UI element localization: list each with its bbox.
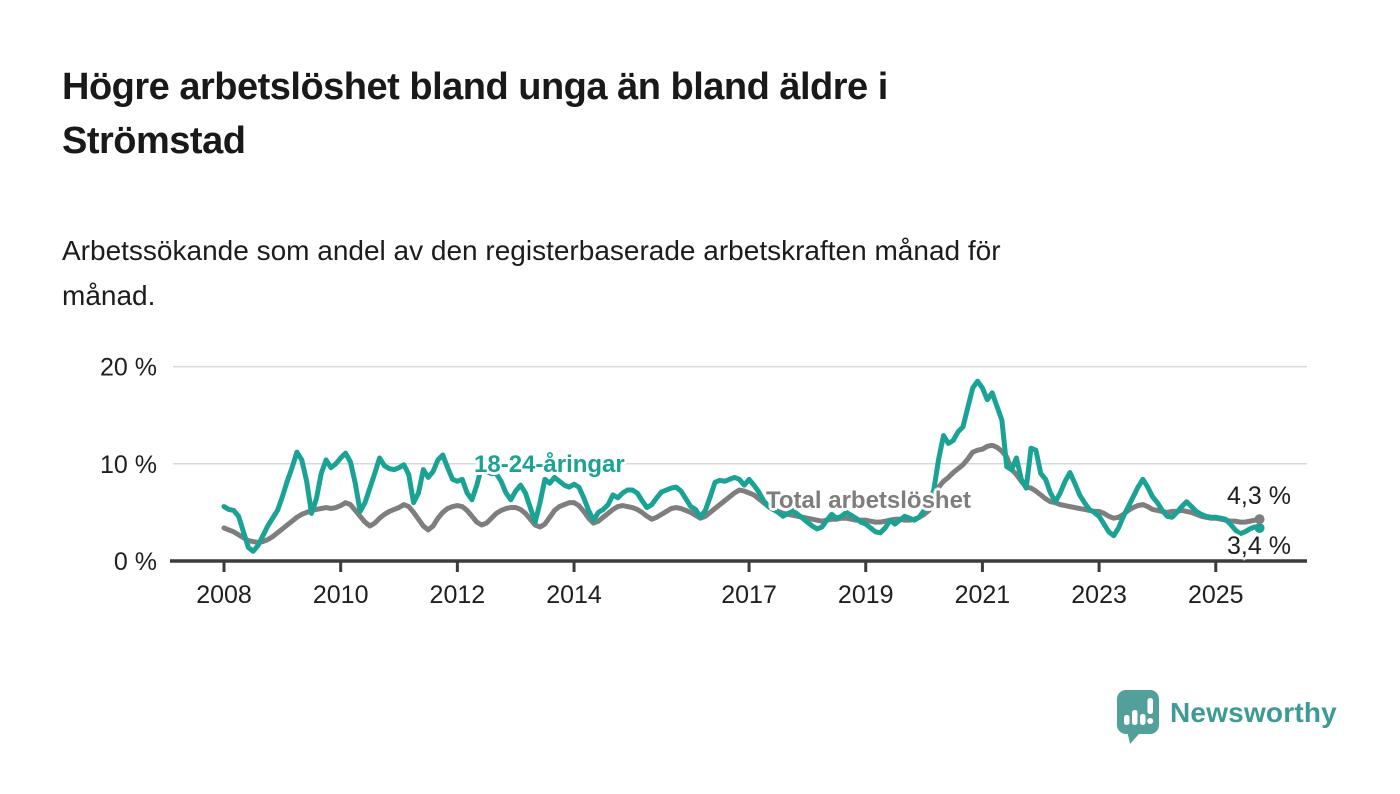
line-chart: 0 % 10 % 20 % 2008 2010 2012 2014 2017 2019 2021 2… [100, 354, 1307, 609]
x-tick-label: 2017 [721, 581, 777, 609]
newsworthy-logo-mark-icon [1117, 690, 1159, 744]
page-subtitle: Arbetssökande som andel av den registerb… [62, 228, 1001, 318]
page-title-line1: Högre arbetslöshet bland unga än bland ä… [62, 66, 888, 108]
page-subtitle-line1: Arbetssökande som andel av den registerb… [62, 235, 1001, 266]
series-end-dot-youth [1254, 522, 1265, 533]
newsworthy-logo-text: Newsworthy [1170, 697, 1337, 728]
page-title-line2: Strömstad [62, 120, 246, 162]
x-tick-label: 2019 [838, 581, 894, 609]
y-tick-label: 0 % [114, 548, 157, 576]
series-label-total: Total arbetslöshet [766, 487, 971, 514]
end-value-label-youth: 3,4 % [1227, 532, 1291, 560]
x-tick-label: 2008 [196, 581, 252, 609]
x-tick-label: 2025 [1188, 581, 1244, 609]
x-tick-label: 2023 [1071, 581, 1127, 609]
series-label-youth: 18-24-åringar [474, 451, 625, 478]
x-tick-label: 2021 [955, 581, 1011, 609]
page-title: Högre arbetslöshet bland unga än bland ä… [62, 60, 888, 168]
y-tick-label: 10 % [100, 451, 157, 479]
x-tick-label: 2012 [430, 581, 486, 609]
y-tick-label: 20 % [100, 354, 157, 382]
series-line-youth [221, 378, 1263, 554]
x-tick-label: 2010 [313, 581, 369, 609]
newsworthy-logo [1116, 688, 1164, 753]
x-tick-label: 2014 [546, 581, 602, 609]
end-value-label-total: 4,3 % [1227, 482, 1291, 510]
series-end-dot-total [1254, 514, 1265, 525]
page-subtitle-line2: månad. [62, 280, 156, 311]
